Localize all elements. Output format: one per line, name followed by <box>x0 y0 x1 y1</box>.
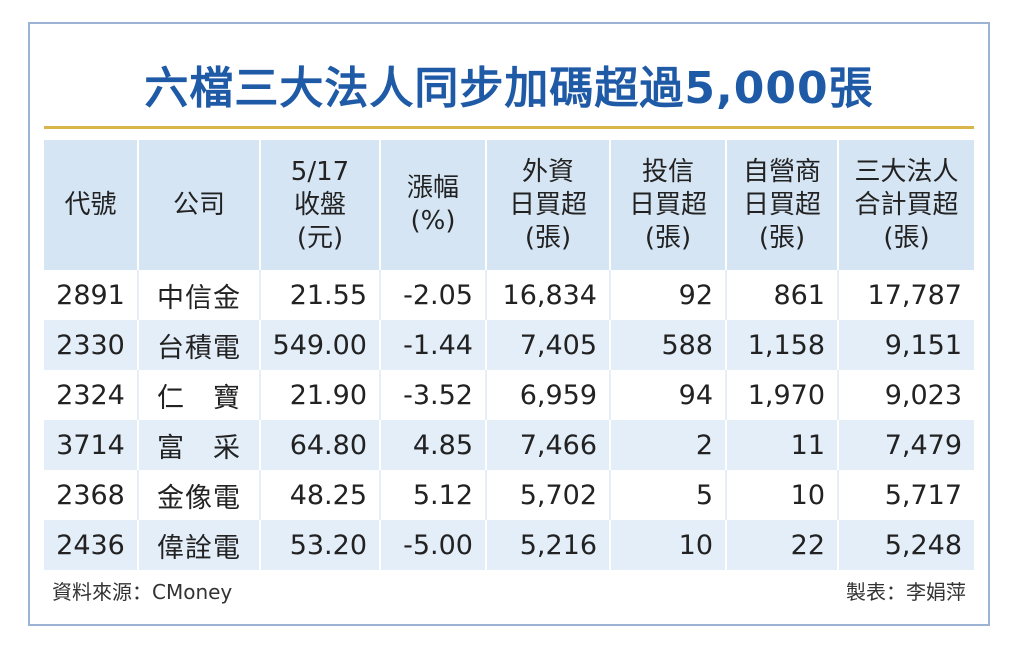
cell-change-pct: 4.85 <box>380 420 487 470</box>
table-row: 3714 富 采 64.80 4.85 7,466 2 11 7,479 <box>44 420 974 470</box>
table-author: 製表：李娟萍 <box>846 580 966 604</box>
cell-close-price: 549.00 <box>260 320 381 370</box>
header-line: 自營商 <box>742 156 821 187</box>
header-line: 代號 <box>64 189 117 220</box>
cell-code: 2324 <box>44 370 139 420</box>
cell-foreign-buy: 6,959 <box>486 370 611 420</box>
cell-close-price: 53.20 <box>260 520 381 570</box>
header-line: 公司 <box>172 189 225 220</box>
table-header-row: 代號 公司 5/17 收盤 (元) 漲幅 (%) 外資 日買超 (張) 投信 日買超 (張) 自營商 日買超… <box>44 140 974 270</box>
cell-dealer-buy: 1,158 <box>726 320 839 370</box>
cell-close-price: 21.90 <box>260 370 381 420</box>
data-source: 資料來源：CMoney <box>52 580 233 604</box>
header-line: 日買超 <box>628 189 707 220</box>
cell-close-price: 21.55 <box>260 270 381 320</box>
header-line: (張) <box>883 222 930 253</box>
cell-company: 富 采 <box>138 420 261 470</box>
header-trust-buy: 投信 日買超 (張) <box>610 140 727 270</box>
table-row: 2330 台積電 549.00 -1.44 7,405 588 1,158 9,151 <box>44 320 974 370</box>
header-dealer-buy: 自營商 日買超 (張) <box>726 140 839 270</box>
header-company: 公司 <box>138 140 261 270</box>
header-total-buy: 三大法人 合計買超 (張) <box>838 140 974 270</box>
cell-total-buy: 17,787 <box>838 270 974 320</box>
table-row: 2436 偉詮電 53.20 -5.00 5,216 10 22 5,248 <box>44 520 974 570</box>
title-divider <box>44 126 974 129</box>
cell-trust-buy: 2 <box>610 420 727 470</box>
cell-close-price: 48.25 <box>260 470 381 520</box>
header-line: (張) <box>758 222 806 253</box>
header-line: 收盤 <box>293 189 346 220</box>
cell-company: 偉詮電 <box>138 520 261 570</box>
cell-foreign-buy: 5,216 <box>486 520 611 570</box>
cell-change-pct: -1.44 <box>380 320 487 370</box>
header-close-price: 5/17 收盤 (元) <box>260 140 381 270</box>
cell-trust-buy: 588 <box>610 320 727 370</box>
cell-total-buy: 5,248 <box>838 520 974 570</box>
cell-trust-buy: 94 <box>610 370 727 420</box>
cell-trust-buy: 92 <box>610 270 727 320</box>
cell-company: 中信金 <box>138 270 261 320</box>
cell-total-buy: 9,023 <box>838 370 974 420</box>
cell-code: 2368 <box>44 470 139 520</box>
cell-foreign-buy: 16,834 <box>486 270 611 320</box>
cell-dealer-buy: 861 <box>726 270 839 320</box>
cell-total-buy: 7,479 <box>838 420 974 470</box>
cell-dealer-buy: 10 <box>726 470 839 520</box>
cell-code: 2436 <box>44 520 139 570</box>
header-line: (元) <box>296 222 344 253</box>
cell-dealer-buy: 11 <box>726 420 839 470</box>
infographic-frame: 六檔三大法人同步加碼超過5,000張 代號 公司 5/17 收盤 (元) 漲幅 (%) 外資日… <box>28 22 990 626</box>
table-row: 2368 金像電 48.25 5.12 5,702 5 10 5,717 <box>44 470 974 520</box>
cell-code: 2891 <box>44 270 139 320</box>
header-line: (%) <box>410 206 456 236</box>
cell-trust-buy: 10 <box>610 520 727 570</box>
cell-change-pct: -5.00 <box>380 520 487 570</box>
header-code: 代號 <box>44 140 139 270</box>
cell-foreign-buy: 7,466 <box>486 420 611 470</box>
table-row: 2891 中信金 21.55 -2.05 16,834 92 861 17,787 <box>44 270 974 320</box>
header-line: 5/17 <box>290 156 350 187</box>
cell-trust-buy: 5 <box>610 470 727 520</box>
table-body: 2891 中信金 21.55 -2.05 16,834 92 861 17,787 2330 台積… <box>44 270 974 570</box>
cell-code: 3714 <box>44 420 139 470</box>
cell-foreign-buy: 7,405 <box>486 320 611 370</box>
header-foreign-buy: 外資 日買超 (張) <box>486 140 611 270</box>
cell-close-price: 64.80 <box>260 420 381 470</box>
header-line: 投信 <box>641 156 694 187</box>
header-line: (張) <box>644 222 692 253</box>
header-line: 合計買超 <box>854 189 959 220</box>
table-row: 2324 仁 寶 21.90 -3.52 6,959 94 1,970 9,023 <box>44 370 974 420</box>
cell-code: 2330 <box>44 320 139 370</box>
page-title: 六檔三大法人同步加碼超過5,000張 <box>144 63 874 114</box>
cell-change-pct: -3.52 <box>380 370 487 420</box>
cell-foreign-buy: 5,702 <box>486 470 611 520</box>
cell-company: 仁 寶 <box>138 370 261 420</box>
header-line: 日買超 <box>508 189 587 220</box>
institutional-investors-table: 代號 公司 5/17 收盤 (元) 漲幅 (%) 外資 日買超 (張) 投信 日買超 (張) 自營商 日買超… <box>44 140 974 570</box>
cell-company: 金像電 <box>138 470 261 520</box>
cell-company: 台積電 <box>138 320 261 370</box>
header-line: 日買超 <box>742 189 821 220</box>
cell-change-pct: 5.12 <box>380 470 487 520</box>
cell-total-buy: 5,717 <box>838 470 974 520</box>
cell-change-pct: -2.05 <box>380 270 487 320</box>
header-line: 外資 <box>521 156 574 187</box>
header-line: 漲幅 <box>406 173 459 203</box>
header-line: (張) <box>524 222 572 253</box>
header-line: 三大法人 <box>854 156 959 187</box>
cell-total-buy: 9,151 <box>838 320 974 370</box>
cell-dealer-buy: 22 <box>726 520 839 570</box>
cell-dealer-buy: 1,970 <box>726 370 839 420</box>
header-change-pct: 漲幅 (%) <box>380 140 487 270</box>
